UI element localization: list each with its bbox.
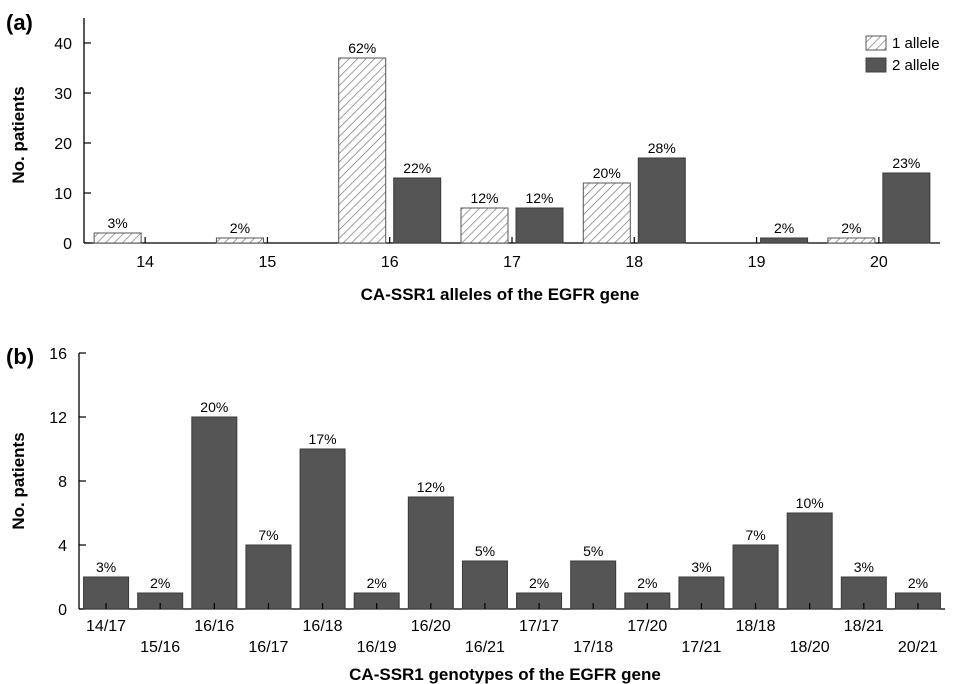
panel-a-y-tick-label: 0 (63, 236, 72, 253)
data-label: 23% (892, 155, 920, 171)
panel-b-x-tick-label: 17/21 (681, 639, 721, 656)
panel-a-y-tick-label: 40 (54, 36, 72, 53)
panel-b-label: (b) (6, 344, 34, 369)
bar-2-allele-17 (515, 207, 564, 244)
panel-b-y-tick-label: 12 (49, 410, 67, 427)
data-label: 10% (796, 495, 824, 511)
panel-a-x-tick-label: 17 (503, 254, 521, 271)
panel-b-x-tick-label: 16/18 (303, 618, 343, 635)
panel-a-x-tick-label: 20 (870, 254, 888, 271)
data-label: 12% (525, 190, 553, 206)
data-label: 3% (691, 559, 711, 575)
legend-label-2-allele: 2 allele (892, 57, 940, 74)
bar-2-allele-18 (637, 157, 686, 244)
data-label: 2% (529, 575, 549, 591)
panel-b-x-tick-label: 17/18 (573, 639, 613, 656)
data-label: 22% (403, 160, 431, 176)
panel-b-x-tick-label: 14/17 (86, 618, 126, 635)
data-label: 3% (96, 559, 116, 575)
data-label: 2% (908, 575, 928, 591)
panel-b-x-tick-label: 18/20 (790, 639, 830, 656)
bar-2-allele-19 (760, 237, 809, 244)
bar-16-20 (407, 496, 454, 610)
panel-b-x-tick-label: 15/16 (140, 639, 180, 656)
data-label: 12% (470, 190, 498, 206)
bar-16-17 (245, 544, 292, 610)
panel-b-x-tick-label: 18/21 (844, 618, 884, 635)
panel-b-y-tick-label: 16 (49, 346, 67, 363)
panel-a-x-tick-label: 16 (381, 254, 399, 271)
chart-panel-b: (b) No. patients CA-SSR1 genotypes of th… (6, 344, 945, 684)
bar-1-allele-16 (338, 57, 387, 244)
panel-b-x-tick-label: 16/21 (465, 639, 505, 656)
panel-b-x-tick-label: 16/19 (357, 639, 397, 656)
bar-2-allele-20 (882, 172, 931, 244)
bar-16-16 (191, 416, 238, 610)
legend-swatch-1-allele (865, 35, 887, 51)
data-label: 7% (258, 527, 278, 543)
data-label: 2% (774, 220, 794, 236)
bar-2-allele-16 (393, 177, 442, 244)
panel-a-y-tick-label: 10 (54, 186, 72, 203)
panel-a-x-tick-label: 14 (136, 254, 154, 271)
bar-18-18 (732, 544, 779, 610)
panel-a-x-tick-label: 19 (748, 254, 766, 271)
data-label: 3% (854, 559, 874, 575)
data-label: 2% (230, 220, 250, 236)
legend-label-1-allele: 1 allele (892, 35, 940, 52)
bar-1-allele-15 (215, 237, 264, 244)
data-label: 2% (367, 575, 387, 591)
panel-b-x-tick-label: 16/16 (194, 618, 234, 635)
bar-1-allele-18 (582, 182, 631, 244)
panel-a-y-tick-label: 30 (54, 86, 72, 103)
panel-b-y-tick-label: 0 (58, 602, 67, 619)
panel-b-x-tick-label: 16/20 (411, 618, 451, 635)
bar-17-18 (570, 560, 617, 610)
panel-b-y-tick-label: 4 (58, 538, 67, 555)
bar-18-20 (786, 512, 833, 610)
data-label: 17% (309, 431, 337, 447)
panel-a-x-tick-label: 15 (259, 254, 277, 271)
data-label: 20% (200, 399, 228, 415)
data-label: 5% (583, 543, 603, 559)
panel-b-x-tick-label: 17/17 (519, 618, 559, 635)
bar-1-allele-14 (93, 232, 142, 244)
chart-panel-a: (a) No. patients CA-SSR1 alleles of the … (6, 10, 940, 304)
data-label: 2% (150, 575, 170, 591)
data-label: 5% (475, 543, 495, 559)
bar-16-21 (461, 560, 508, 610)
panel-a-x-tick-label: 18 (625, 254, 643, 271)
panel-a-label: (a) (6, 10, 33, 35)
panel-b-y-axis-label: No. patients (9, 432, 28, 529)
legend-swatch-2-allele (865, 57, 887, 73)
data-label: 62% (348, 40, 376, 56)
panel-a-y-axis-label: No. patients (9, 86, 28, 183)
panel-a-y-tick-label: 20 (54, 136, 72, 153)
data-label: 12% (417, 479, 445, 495)
bar-1-allele-20 (827, 237, 876, 244)
data-label: 3% (108, 215, 128, 231)
data-label: 28% (648, 140, 676, 156)
panel-b-x-tick-label: 16/17 (248, 639, 288, 656)
data-label: 20% (593, 165, 621, 181)
panel-b-x-tick-label: 18/18 (736, 618, 776, 635)
bar-16-18 (299, 448, 346, 610)
panel-a-legend: 1 allele 2 allele (865, 35, 940, 74)
panel-b-x-axis-label: CA-SSR1 genotypes of the EGFR gene (349, 665, 661, 684)
data-label: 2% (637, 575, 657, 591)
panel-b-x-tick-label: 17/20 (627, 618, 667, 635)
data-label: 7% (745, 527, 765, 543)
panel-a-x-axis-label: CA-SSR1 alleles of the EGFR gene (361, 285, 640, 304)
panel-b-x-tick-label: 20/21 (898, 639, 938, 656)
data-label: 2% (841, 220, 861, 236)
bar-1-allele-17 (460, 207, 509, 244)
panel-b-y-tick-label: 8 (58, 474, 67, 491)
